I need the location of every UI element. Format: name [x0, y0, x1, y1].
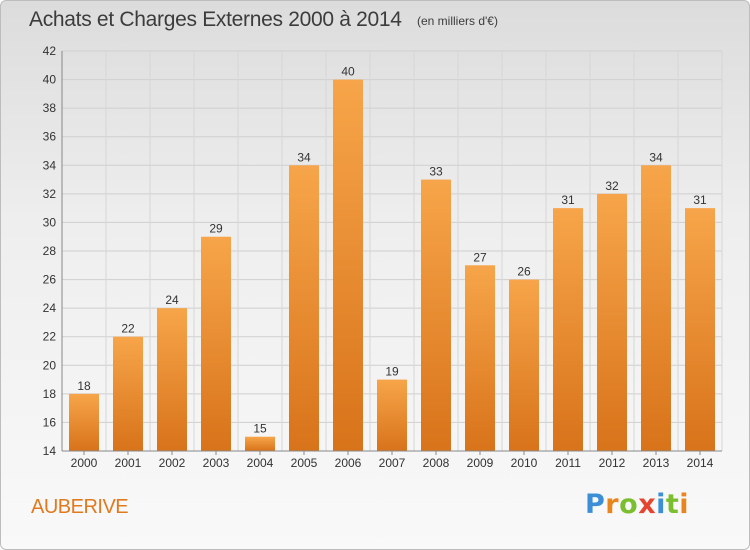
bar: [685, 208, 715, 451]
chart-title: Achats et Charges Externes 2000 à 2014: [29, 8, 402, 31]
data-label: 18: [77, 379, 91, 393]
y-tick-label: 22: [43, 330, 57, 344]
x-tick-label: 2007: [379, 456, 406, 470]
y-tick-label: 28: [43, 244, 57, 258]
bar: [333, 79, 363, 452]
data-label: 31: [561, 193, 575, 207]
x-tick-label: 2004: [247, 456, 274, 470]
y-tick-label: 30: [43, 215, 57, 229]
bar: [421, 179, 451, 452]
bar: [597, 193, 627, 451]
x-tick-label: 2014: [687, 456, 714, 470]
y-tick-label: 34: [43, 158, 57, 172]
x-tick-label: 2000: [71, 456, 98, 470]
data-label: 40: [341, 65, 355, 79]
data-label: 32: [605, 179, 619, 193]
proxiti-logo[interactable]: Proxiti: [585, 489, 690, 520]
x-tick-label: 2002: [159, 456, 186, 470]
data-label: 27: [473, 250, 487, 264]
bar: [69, 393, 99, 451]
bars: 18 22 24 29 15 34 40 19 33 27 26 31 32 34 31: [69, 65, 715, 452]
y-tick-label: 40: [43, 73, 57, 87]
x-tick-label: 2009: [467, 456, 494, 470]
y-tick-label: 38: [43, 101, 57, 115]
x-tick-label: 2003: [203, 456, 230, 470]
y-tick-label: 18: [43, 387, 57, 401]
bar: [641, 165, 671, 452]
y-tick-label: 42: [43, 44, 57, 58]
data-label: 29: [209, 222, 223, 236]
y-tick-label: 14: [43, 444, 57, 458]
bar: [201, 236, 231, 451]
chart-subtitle: (en milliers d'€): [417, 14, 498, 28]
y-tick-label: 24: [43, 301, 57, 315]
x-tick-label: 2008: [423, 456, 450, 470]
bar: [553, 208, 583, 451]
data-label: 19: [385, 365, 399, 379]
bar: [509, 279, 539, 451]
y-tick-label: 36: [43, 130, 57, 144]
bar: [113, 336, 143, 451]
x-tick-label: 2005: [291, 456, 318, 470]
y-tick-label: 26: [43, 273, 57, 287]
bar: [377, 379, 407, 451]
x-tick-label: 2012: [599, 456, 626, 470]
commune-name: AUBERIVE: [31, 496, 129, 518]
x-tick-label: 2006: [335, 456, 362, 470]
x-tick-label: 2010: [511, 456, 538, 470]
bar: [289, 165, 319, 452]
bar: [157, 308, 187, 451]
y-tick-label: 20: [43, 358, 57, 372]
x-tick-label: 2013: [643, 456, 670, 470]
data-label: 24: [165, 293, 179, 307]
y-tick-label: 16: [43, 415, 57, 429]
x-tick-label: 2001: [115, 456, 142, 470]
x-tick-label: 2011: [555, 456, 581, 470]
data-label: 15: [253, 422, 267, 436]
data-label: 22: [121, 322, 135, 336]
data-label: 34: [649, 150, 663, 164]
y-tick-label: 32: [43, 187, 57, 201]
data-label: 26: [517, 265, 531, 279]
axes: 14 16 18 20 22 24 26 28 30 32 34 36 38 40 42 2000 2001 20…: [43, 44, 722, 470]
data-label: 34: [297, 150, 311, 164]
data-label: 33: [429, 165, 443, 179]
data-label: 31: [693, 193, 707, 207]
bar: [465, 265, 495, 451]
bar: [245, 436, 275, 451]
